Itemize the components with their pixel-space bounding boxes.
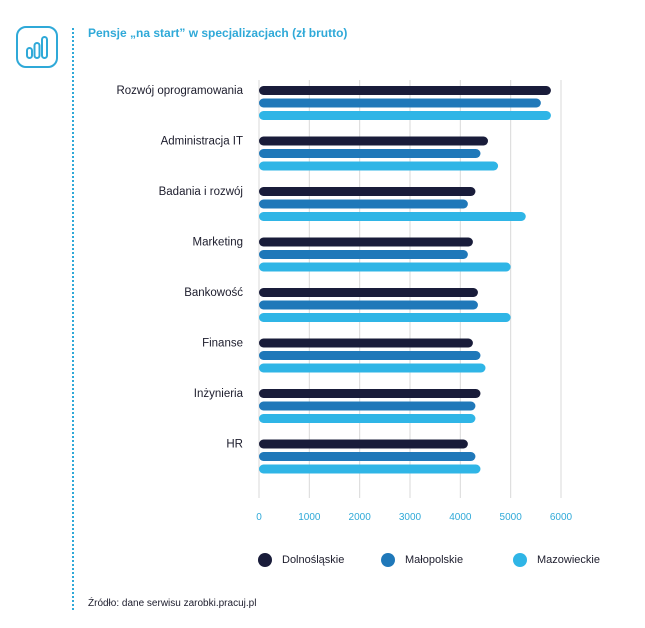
x-tick-label: 4000 — [449, 512, 472, 523]
bar-dolnośląskie — [259, 288, 478, 297]
bar-mazowieckie — [259, 464, 481, 474]
legend-marker — [258, 553, 272, 567]
bar-małopolskie — [259, 149, 481, 158]
category-label: Inżynieria — [194, 388, 244, 400]
bar-małopolskie — [259, 351, 481, 360]
chart-title: Pensje „na start” w specjalizacjach (zł … — [88, 26, 348, 40]
legend-item: Mazowieckie — [513, 553, 600, 567]
bar-małopolskie — [259, 98, 541, 108]
legend-marker — [381, 553, 395, 567]
bar-małopolskie — [259, 452, 476, 461]
legend-item: Małopolskie — [381, 553, 463, 567]
chart-legend: Dolnośląskie Małopolskie Mazowieckie — [0, 553, 645, 573]
bar-małopolskie — [259, 300, 478, 310]
legend-label: Dolnośląskie — [282, 554, 345, 566]
x-tick-label: 6000 — [550, 512, 573, 523]
bar-mazowieckie — [259, 363, 486, 373]
legend-item: Dolnośląskie — [258, 553, 344, 567]
bar-mazowieckie — [259, 161, 499, 171]
category-label: Badania i rozwój — [159, 186, 243, 198]
x-tick-label: 3000 — [399, 512, 422, 523]
x-tick-label: 5000 — [500, 512, 523, 523]
bar-dolnośląskie — [259, 439, 468, 449]
bar-małopolskie — [259, 199, 468, 209]
bar-dolnośląskie — [259, 86, 551, 95]
dotted-divider — [72, 28, 74, 610]
x-tick-label: 1000 — [298, 512, 321, 523]
bar-małopolskie — [259, 250, 468, 259]
bar-mazowieckie — [259, 212, 526, 221]
category-label: Administracja IT — [161, 136, 243, 148]
category-label: Finanse — [202, 338, 243, 350]
bar-małopolskie — [259, 401, 476, 411]
x-tick-label: 0 — [256, 512, 262, 523]
bar-mazowieckie — [259, 313, 511, 322]
category-label: Bankowość — [184, 287, 243, 299]
bar-mazowieckie — [259, 111, 551, 120]
bar-chart-icon — [16, 26, 58, 68]
source-note: Źródło: dane serwisu zarobki.pracuj.pl — [88, 598, 257, 609]
bar-dolnośląskie — [259, 338, 473, 348]
bar-dolnośląskie — [259, 187, 476, 196]
bar-mazowieckie — [259, 414, 476, 423]
bar-dolnośląskie — [259, 389, 481, 398]
category-label: Marketing — [193, 237, 244, 249]
bar-dolnośląskie — [259, 237, 473, 247]
bar-mazowieckie — [259, 262, 511, 272]
x-tick-label: 2000 — [349, 512, 372, 523]
category-label: HR — [226, 439, 243, 451]
category-label: Rozwój oprogramowania — [116, 85, 243, 97]
legend-label: Małopolskie — [405, 554, 464, 566]
legend-marker — [513, 553, 527, 567]
legend-label: Mazowieckie — [537, 554, 600, 566]
bar-chart: 0 1000 2000 3000 4000 5000 6000 Rozwój oprogram… — [116, 80, 573, 523]
bar-dolnośląskie — [259, 136, 489, 146]
